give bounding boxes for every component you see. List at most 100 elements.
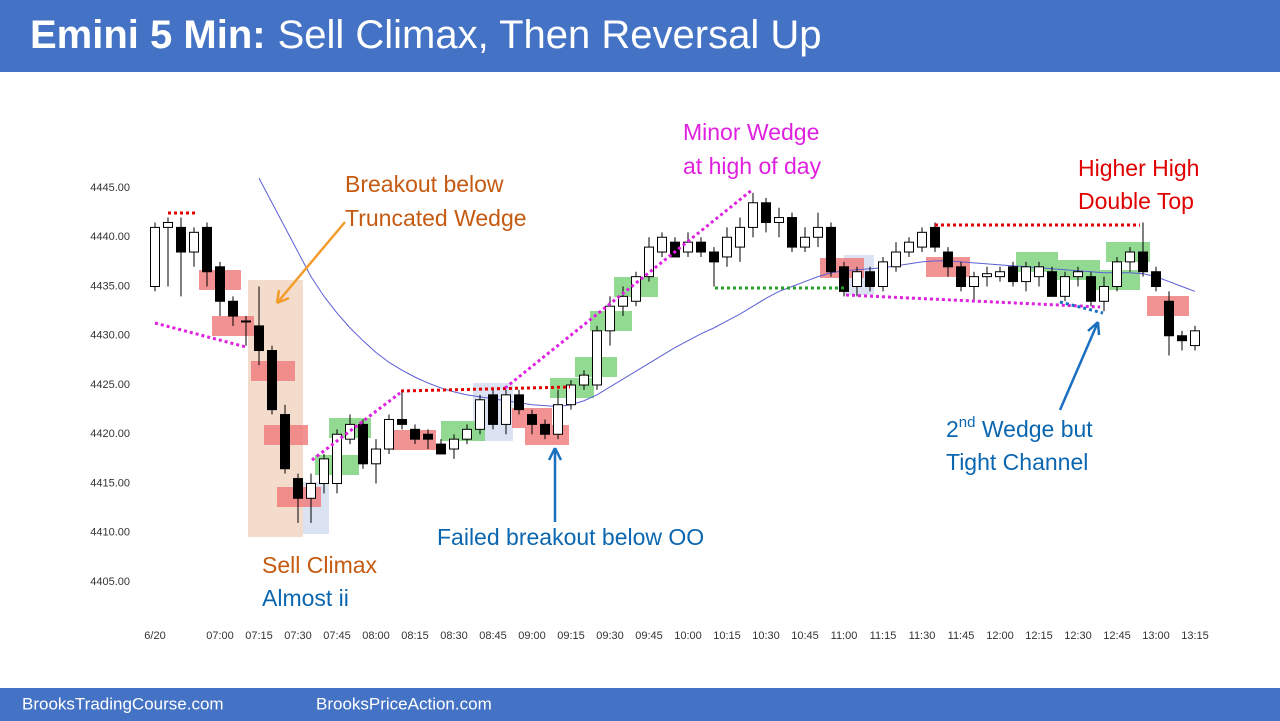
- candle-body: [683, 241, 693, 253]
- title-bold: Emini 5 Min:: [30, 13, 266, 57]
- x-tick-label: 11:30: [909, 630, 936, 642]
- y-tick-label: 4420.00: [90, 428, 130, 440]
- candle-body: [1125, 251, 1135, 263]
- candle-body: [969, 276, 979, 287]
- annotation: 2nd Wedge but: [946, 414, 1093, 442]
- x-tick-label: 11:00: [831, 630, 858, 642]
- candle-body: [202, 226, 212, 273]
- candle-body: [839, 266, 849, 292]
- candle-body: [1008, 266, 1018, 283]
- x-tick-label: 08:45: [479, 630, 507, 642]
- candle-body: [1151, 271, 1161, 288]
- candle-body: [930, 226, 940, 248]
- candle-body: [176, 226, 186, 253]
- x-tick-label: 09:45: [635, 630, 663, 642]
- candle-body: [670, 241, 680, 258]
- footer-band: [0, 688, 1280, 721]
- x-tick-label: 13:00: [1142, 630, 1170, 642]
- candle-body: [761, 202, 771, 223]
- candle-body: [1164, 300, 1174, 337]
- candle-body: [306, 483, 316, 499]
- candle-body: [1099, 286, 1109, 302]
- candle-body: [995, 271, 1005, 278]
- plot: 4405.00 4410.00 4415.00 4420.00 4425.00 4430.…: [90, 177, 1209, 642]
- candle-body: [605, 305, 615, 332]
- candle-body: [189, 231, 199, 253]
- candle-body: [696, 241, 706, 253]
- candle-body: [241, 320, 251, 323]
- annotation: Failed breakout below OO: [437, 524, 704, 550]
- candle-body: [982, 273, 992, 278]
- candle-body: [1034, 266, 1044, 278]
- candle-body: [540, 423, 550, 435]
- annotation: Minor Wedge: [683, 119, 819, 145]
- candle-body: [592, 330, 602, 386]
- annotation: Truncated Wedge: [345, 205, 527, 231]
- candle-body: [1021, 266, 1031, 283]
- candle-body: [943, 251, 953, 268]
- x-tick-label: 13:15: [1181, 630, 1209, 642]
- x-tick-label: 08:15: [401, 630, 429, 642]
- x-tick-label: 12:00: [986, 630, 1014, 642]
- candle-body: [644, 246, 654, 278]
- candle-body: [228, 300, 238, 317]
- candle-body: [1086, 276, 1096, 302]
- y-tick-label: 4405.00: [90, 576, 130, 588]
- candle-body: [397, 418, 407, 425]
- y-tick-label: 4440.00: [90, 231, 130, 243]
- y-tick-label: 4410.00: [90, 527, 130, 539]
- y-tick-label: 4435.00: [90, 280, 130, 292]
- candle-body: [618, 295, 628, 307]
- candle-body: [891, 251, 901, 268]
- candle-body: [371, 448, 381, 465]
- candle-body: [332, 433, 342, 484]
- candle-body: [826, 226, 836, 273]
- annotation: Almost ii: [262, 585, 349, 611]
- y-tick-label: 4415.00: [90, 477, 130, 489]
- annotations: Breakout below Truncated Wedge Minor Wed…: [262, 119, 1199, 611]
- candle-body: [1047, 271, 1057, 297]
- candle-body: [449, 438, 459, 450]
- candle-body: [1073, 271, 1083, 278]
- x-tick-label: 07:00: [206, 630, 234, 642]
- candle-body: [878, 261, 888, 287]
- candle-body: [748, 202, 758, 228]
- candle-body: [865, 271, 875, 288]
- candle-body: [852, 271, 862, 288]
- annotation: Tight Channel: [946, 449, 1088, 475]
- candle-body: [722, 236, 732, 258]
- x-tick-label: 6/20: [144, 630, 165, 642]
- candle-body: [319, 458, 329, 484]
- x-tick-label: 10:00: [674, 630, 702, 642]
- annotation: Double Top: [1078, 188, 1194, 214]
- candle-body: [774, 217, 784, 223]
- slide-title: Emini 5 Min: Sell Climax, Then Reversal U…: [30, 13, 821, 57]
- x-tick-label: 12:15: [1025, 630, 1053, 642]
- candle-body: [1190, 330, 1200, 347]
- candle-body: [280, 414, 290, 470]
- candle-body: [709, 251, 719, 263]
- candle-body: [436, 443, 446, 455]
- candle-body: [514, 394, 524, 411]
- x-tick-label: 09:15: [557, 630, 585, 642]
- candle-body: [904, 241, 914, 253]
- y-tick-label: 4445.00: [90, 182, 130, 194]
- header-band: [0, 0, 1280, 72]
- highlights: [199, 242, 1189, 537]
- candle-body: [1060, 276, 1070, 297]
- candle-body: [423, 433, 433, 440]
- candle-body: [735, 226, 745, 248]
- candle-body: [384, 418, 394, 450]
- candle-body: [527, 414, 537, 425]
- trend-lines: [154, 188, 1140, 462]
- candle-body: [813, 226, 823, 238]
- x-tick-label: 10:15: [713, 630, 741, 642]
- x-tick-label: 08:30: [440, 630, 468, 642]
- x-tick-label: 11:15: [870, 630, 897, 642]
- y-tick-label: 4430.00: [90, 330, 130, 342]
- candle-body: [488, 394, 498, 425]
- annotation: Sell Climax: [262, 552, 378, 578]
- x-tick-label: 10:30: [752, 630, 780, 642]
- candle-body: [293, 478, 303, 499]
